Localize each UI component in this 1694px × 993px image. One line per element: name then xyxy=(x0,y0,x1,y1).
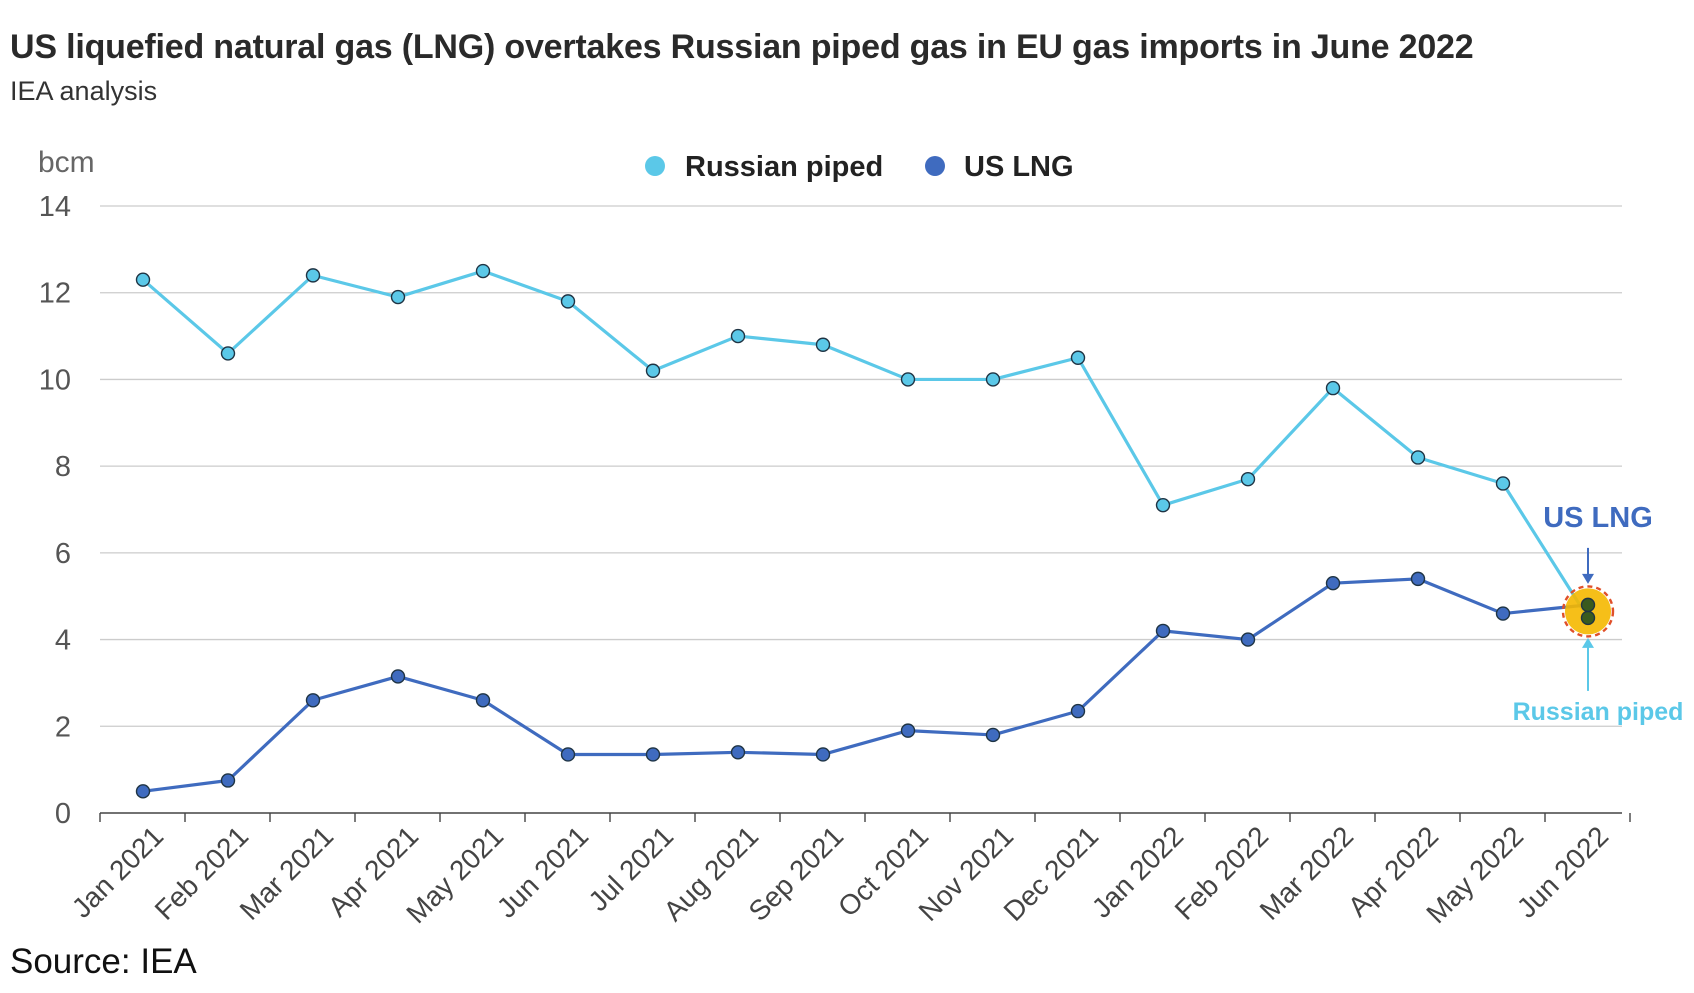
data-series xyxy=(135,263,1615,799)
y-tick-label-8: 8 xyxy=(55,451,71,483)
legend-marker-russian-piped xyxy=(645,156,665,176)
data-point-us-lng-jan-2021 xyxy=(135,784,151,799)
y-tick-label-6: 6 xyxy=(55,538,71,570)
gridlines xyxy=(100,205,1622,727)
data-point-us-lng-jun-2021 xyxy=(560,747,576,762)
data-point-us-lng-apr-2021 xyxy=(390,669,406,684)
data-point-us-lng-oct-2021 xyxy=(900,723,916,738)
data-point-russian-piped-jun-2022 xyxy=(1580,610,1596,626)
x-tick-label-mar-2022: Mar 2022 xyxy=(1254,820,1360,926)
data-point-russian-piped-may-2021 xyxy=(475,263,491,279)
x-tick-label-dec-2021: Dec 2021 xyxy=(998,820,1105,927)
data-point-russian-piped-nov-2021 xyxy=(985,372,1001,387)
data-point-russian-piped-apr-2021 xyxy=(390,289,406,305)
y-axis-unit-label: bcm xyxy=(38,146,95,179)
data-point-russian-piped-mar-2022 xyxy=(1325,380,1341,396)
y-tick-label-2: 2 xyxy=(55,711,71,743)
chart-subtitle: IEA analysis xyxy=(10,76,158,106)
source-note: Source: IEA xyxy=(10,942,197,981)
y-tick-label-10: 10 xyxy=(39,364,71,396)
chart-title: US liquefied natural gas (LNG) overtakes… xyxy=(10,28,1474,66)
x-tick-label-jun-2022: Jun 2022 xyxy=(1511,820,1614,923)
legend-label-us-lng: US LNG xyxy=(964,151,1074,183)
data-point-russian-piped-jul-2021 xyxy=(645,363,661,378)
data-point-russian-piped-oct-2021 xyxy=(900,372,916,387)
data-point-russian-piped-mar-2021 xyxy=(305,268,321,283)
y-tick-label-0: 0 xyxy=(55,798,71,830)
data-point-us-lng-apr-2022 xyxy=(1410,571,1426,587)
data-point-russian-piped-jun-2021 xyxy=(560,294,576,309)
x-tick-label-sep-2021: Sep 2021 xyxy=(743,820,850,927)
data-point-us-lng-jun-2022 xyxy=(1580,597,1596,613)
highlight-ring xyxy=(1561,585,1615,638)
y-tick-label-4: 4 xyxy=(55,625,71,657)
data-point-russian-piped-feb-2022 xyxy=(1240,471,1256,487)
data-point-russian-piped-jan-2022 xyxy=(1155,497,1171,513)
legend-marker-us-lng xyxy=(925,156,945,176)
data-point-russian-piped-feb-2021 xyxy=(220,346,236,361)
data-point-us-lng-jan-2022 xyxy=(1155,623,1171,639)
data-point-us-lng-may-2022 xyxy=(1495,606,1511,621)
data-point-us-lng-sep-2021 xyxy=(815,747,831,762)
legend: Russian piped US LNG xyxy=(645,151,1074,183)
data-point-russian-piped-sep-2021 xyxy=(815,337,831,352)
data-point-russian-piped-dec-2021 xyxy=(1070,350,1086,365)
axes xyxy=(99,812,1631,822)
x-tick-label-mar-2021: Mar 2021 xyxy=(234,820,340,926)
annotations: US LNG Russian piped xyxy=(1513,502,1684,726)
data-point-us-lng-dec-2021 xyxy=(1070,703,1086,719)
annotation-arrowhead-russian-piped xyxy=(1582,637,1594,648)
data-point-us-lng-jul-2021 xyxy=(645,747,661,762)
data-point-russian-piped-apr-2022 xyxy=(1410,450,1426,465)
data-point-us-lng-may-2021 xyxy=(475,693,491,708)
data-point-us-lng-nov-2021 xyxy=(985,727,1001,743)
data-point-russian-piped-aug-2021 xyxy=(730,328,746,344)
data-point-us-lng-aug-2021 xyxy=(730,745,746,760)
annotation-label-russian-piped: Russian piped xyxy=(1513,698,1684,726)
legend-label-russian-piped: Russian piped xyxy=(685,151,883,183)
y-tick-label-14: 14 xyxy=(39,191,71,223)
annotation-arrowhead-us-lng xyxy=(1582,573,1594,584)
x-tick-label-jun-2021: Jun 2021 xyxy=(491,820,594,923)
data-point-us-lng-mar-2022 xyxy=(1325,576,1341,591)
annotation-label-us-lng: US LNG xyxy=(1543,502,1653,534)
series-line-us-lng xyxy=(142,577,1589,793)
series-line-russian-piped xyxy=(141,269,1590,619)
data-point-us-lng-feb-2021 xyxy=(220,773,236,788)
data-point-russian-piped-jan-2021 xyxy=(135,272,151,287)
data-point-russian-piped-may-2022 xyxy=(1495,476,1511,491)
y-tick-label-12: 12 xyxy=(39,278,71,310)
data-point-us-lng-mar-2021 xyxy=(305,693,321,708)
data-point-us-lng-feb-2022 xyxy=(1240,632,1256,647)
y-axis-ticks: 0 2 4 6 8 10 12 14 xyxy=(39,191,71,830)
